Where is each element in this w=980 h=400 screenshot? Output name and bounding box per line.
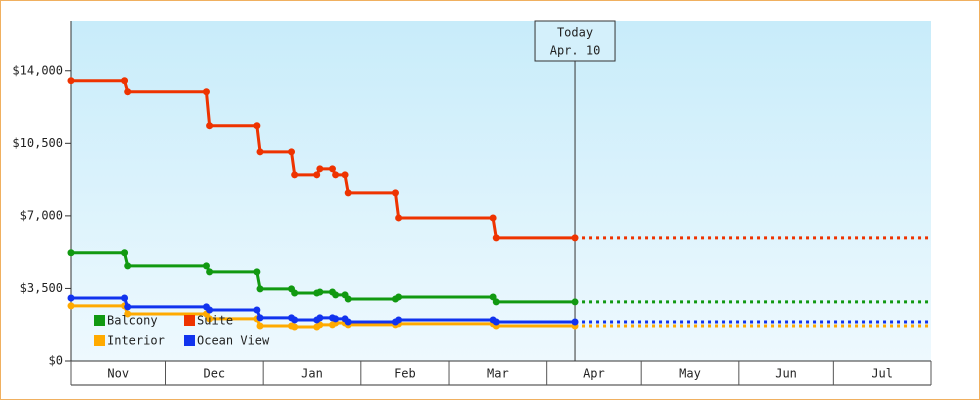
data-point bbox=[492, 298, 500, 306]
data-point bbox=[395, 293, 403, 301]
today-box bbox=[534, 20, 616, 62]
data-point bbox=[253, 268, 261, 276]
y-tick-label: $14,000 bbox=[12, 63, 63, 77]
data-point bbox=[67, 249, 75, 257]
data-point bbox=[328, 165, 336, 173]
data-point bbox=[121, 77, 129, 85]
data-point bbox=[291, 323, 299, 331]
legend-swatch bbox=[184, 315, 195, 326]
x-tick-label: Mar bbox=[487, 367, 509, 381]
data-point bbox=[124, 88, 132, 96]
data-point bbox=[489, 214, 497, 222]
legend-label: Balcony bbox=[107, 314, 158, 328]
legend-label: Suite bbox=[197, 314, 233, 328]
data-point bbox=[67, 77, 75, 85]
data-point bbox=[206, 122, 214, 130]
x-tick-label: Jun bbox=[775, 367, 797, 381]
data-point bbox=[571, 318, 579, 326]
legend-label: Interior bbox=[107, 334, 165, 348]
data-point bbox=[316, 165, 324, 173]
today-title: Today bbox=[557, 26, 593, 40]
y-tick-label: $10,500 bbox=[12, 136, 63, 150]
data-point bbox=[206, 268, 214, 276]
data-point bbox=[124, 262, 132, 270]
data-point bbox=[288, 148, 296, 156]
x-tick-label: Nov bbox=[107, 367, 129, 381]
data-point bbox=[492, 318, 500, 326]
data-point bbox=[316, 288, 324, 296]
data-point bbox=[253, 122, 261, 130]
data-point bbox=[316, 321, 324, 329]
data-point bbox=[291, 316, 299, 324]
data-point bbox=[344, 295, 352, 303]
y-tick-label: $3,500 bbox=[20, 281, 63, 295]
data-point bbox=[395, 316, 403, 324]
y-tick-label: $0 bbox=[49, 354, 63, 368]
data-point bbox=[256, 285, 264, 293]
x-tick-label: Apr bbox=[583, 367, 605, 381]
data-point bbox=[395, 214, 403, 222]
data-point bbox=[291, 289, 299, 297]
data-point bbox=[571, 234, 579, 242]
data-point bbox=[206, 306, 214, 314]
data-point bbox=[202, 88, 210, 96]
data-point bbox=[202, 262, 210, 270]
data-point bbox=[253, 306, 261, 314]
legend-label: Ocean View bbox=[197, 334, 270, 348]
data-point bbox=[206, 315, 214, 323]
legend-swatch bbox=[184, 335, 195, 346]
data-point bbox=[332, 171, 340, 179]
data-point bbox=[344, 318, 352, 326]
data-point bbox=[391, 189, 399, 197]
x-tick-label: Feb bbox=[394, 367, 416, 381]
data-point bbox=[313, 171, 321, 179]
data-point bbox=[341, 171, 349, 179]
x-tick-label: Jul bbox=[871, 367, 893, 381]
data-point bbox=[124, 310, 132, 318]
x-tick-label: Dec bbox=[203, 367, 225, 381]
data-point bbox=[492, 234, 500, 242]
data-point bbox=[256, 322, 264, 330]
data-point bbox=[124, 303, 132, 311]
data-point bbox=[67, 294, 75, 302]
today-date: Apr. 10 bbox=[550, 44, 601, 58]
legend-swatch bbox=[94, 335, 105, 346]
data-point bbox=[332, 315, 340, 323]
data-point bbox=[344, 189, 352, 197]
plot-background bbox=[71, 21, 931, 361]
data-point bbox=[571, 298, 579, 306]
y-tick-label: $7,000 bbox=[20, 208, 63, 222]
data-point bbox=[121, 294, 129, 302]
data-point bbox=[291, 171, 299, 179]
legend-swatch bbox=[94, 315, 105, 326]
data-point bbox=[256, 314, 264, 322]
data-point bbox=[121, 249, 129, 257]
data-point bbox=[316, 314, 324, 322]
x-tick-label: Jan bbox=[301, 367, 323, 381]
data-point bbox=[256, 148, 264, 156]
x-tick-label: May bbox=[679, 367, 701, 381]
data-point bbox=[67, 302, 75, 310]
data-point bbox=[332, 291, 340, 299]
data-point bbox=[489, 293, 497, 301]
